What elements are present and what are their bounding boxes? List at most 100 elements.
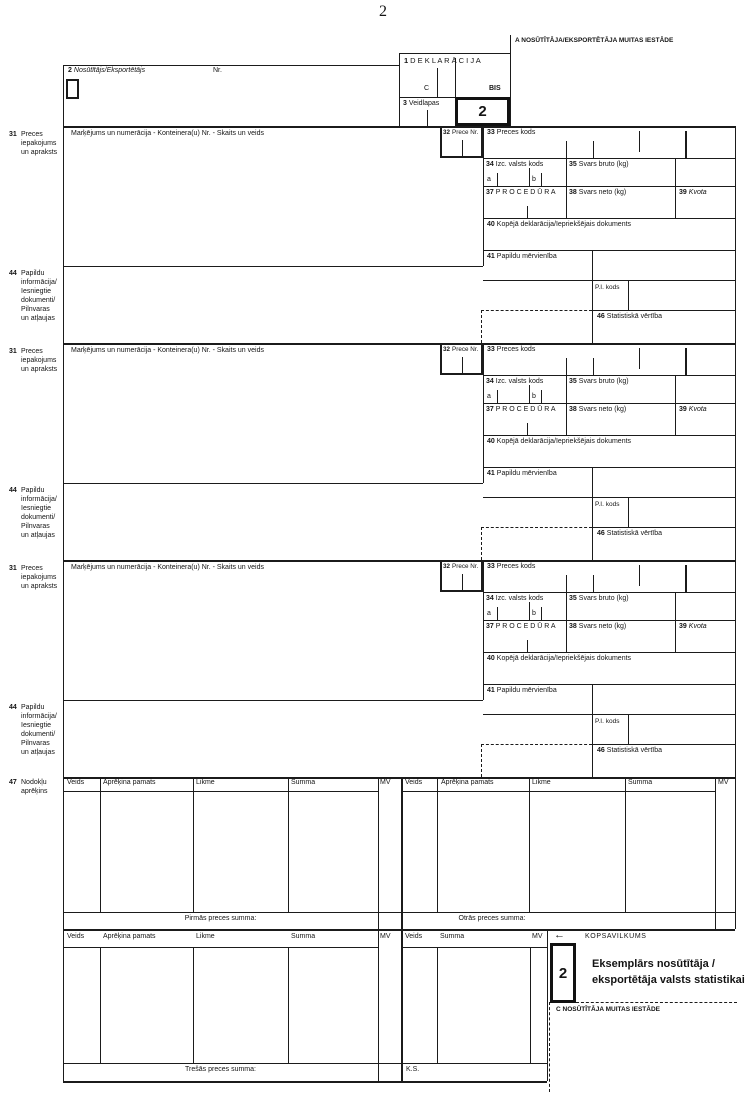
grid-line [63, 947, 378, 948]
label: 44 [9, 704, 17, 711]
grid-line [483, 620, 735, 621]
copy-number-box-top: 2 [455, 97, 510, 126]
label: 31 [9, 131, 17, 138]
label: 34 [486, 161, 494, 168]
grid-line [481, 310, 592, 311]
grid-line [63, 700, 483, 701]
grid-line [481, 527, 592, 528]
box44-label: dokumenti/ [21, 297, 56, 304]
grid-line [675, 592, 676, 652]
grid-line [593, 575, 594, 592]
grid-line [593, 358, 594, 375]
grid-line [527, 206, 528, 218]
grid-line [483, 343, 484, 483]
item-block-2: 31 Preces iepakojums un apraksts Marķēju… [0, 343, 750, 560]
grid-line [541, 607, 542, 620]
box44-number: 44 [9, 487, 19, 495]
label: 31 [9, 565, 17, 572]
grid-line [592, 310, 735, 311]
left-arrow-icon: ← [554, 929, 565, 941]
box31-number: 31 [9, 565, 19, 573]
grid-line [63, 483, 483, 484]
grid-line [529, 602, 530, 620]
box44-label: Papildu [21, 704, 45, 711]
col-header-likme: Likme [532, 779, 551, 786]
grid-line [685, 131, 687, 158]
grid-line [715, 777, 716, 929]
box44-number: 44 [9, 704, 19, 712]
box31-label: iepakojums [21, 140, 57, 147]
grid-line [639, 565, 640, 586]
grid-line [483, 435, 735, 436]
label: Nosūtītājs/Eksportētājs [73, 67, 146, 74]
label: 34 [486, 595, 494, 602]
box44-label: Papildu [21, 487, 45, 494]
grid-line [735, 126, 736, 343]
grid-line [63, 126, 64, 343]
grid-line [462, 574, 463, 592]
label: Svars bruto (kg) [578, 595, 629, 602]
label: D E K L A R Ā C I J A [410, 56, 481, 65]
grid-line [63, 65, 399, 66]
grid-line [483, 403, 735, 404]
grid-line [529, 168, 530, 186]
box2-number: 2 [68, 67, 72, 74]
box44-label: Iesniegtie [21, 505, 51, 512]
grid-line [483, 126, 484, 266]
box44-label: un atļaujas [21, 315, 55, 322]
col-header-summa: Summa [291, 933, 316, 940]
grid-line [288, 777, 289, 912]
grid-line [592, 527, 735, 528]
grid-line [675, 375, 676, 435]
grid-line [63, 791, 378, 792]
grid-line [483, 592, 735, 593]
grid-line [497, 607, 498, 620]
grid-line [481, 744, 482, 777]
grid-line [639, 131, 640, 152]
grid-line [63, 126, 735, 128]
box31-label: Preces [21, 565, 43, 572]
box37-procedure-label: 37 P R O C E D Ū R A [486, 189, 556, 197]
label: 32 [443, 129, 451, 136]
label: 38 [569, 406, 577, 413]
label: 3 [403, 100, 407, 107]
label: 37 [486, 189, 494, 196]
box32-item-number-cell [440, 126, 483, 158]
label: P R O C E D Ū R A [495, 406, 556, 413]
label: 39 [679, 623, 687, 630]
grid-line [63, 65, 64, 126]
box1-c-label: C [424, 85, 430, 92]
grid-line [481, 527, 482, 560]
box46-statistical-value-label: 46 Statistiskā vērtība [597, 313, 662, 321]
box34-a-label: a [487, 393, 491, 400]
box47-label: Nodokļu [21, 779, 47, 786]
label: Preces kods [496, 129, 536, 136]
label: 41 [487, 687, 495, 694]
box32-label: 32 Prece Nr. [443, 129, 478, 137]
label: 39 [679, 406, 687, 413]
box35-gross-mass-label: 35 Svars bruto (kg) [569, 378, 629, 386]
col-header-summa: Summa [291, 779, 316, 786]
grid-line [63, 912, 735, 913]
copy-purpose-line2: eksportētāja valsts statistikai [592, 974, 745, 986]
grid-line [541, 173, 542, 186]
grid-line [399, 53, 400, 126]
box34-origin-country-label: 34 Izc. valsts kods [486, 595, 543, 603]
grid-line [483, 186, 735, 187]
label: Veidlapas [408, 100, 440, 107]
box34-a-label: a [487, 176, 491, 183]
copy-purpose-line1: Eksemplārs nosūtītāja / [592, 958, 715, 970]
label: Kvota [688, 623, 707, 630]
col-header-likme: Likme [196, 933, 215, 940]
grid-line [529, 385, 530, 403]
grid-line [378, 777, 379, 929]
col-header-veids: Veids [67, 933, 85, 940]
grid-line [193, 777, 194, 912]
grid-line [483, 714, 735, 715]
grid-line [483, 158, 735, 159]
box31-marks-label: Marķējums un numerācija - Konteinera(u) … [71, 130, 264, 137]
label: P R O C E D Ū R A [495, 189, 556, 196]
grid-line [455, 58, 456, 97]
box34-b-label: b [532, 610, 536, 617]
